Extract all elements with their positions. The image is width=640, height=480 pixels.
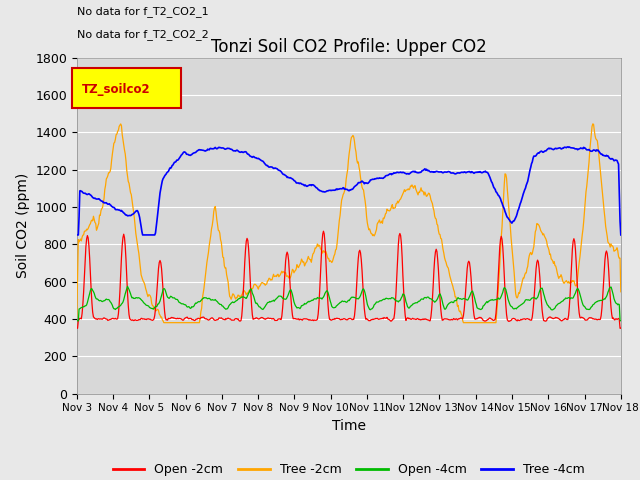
Y-axis label: Soil CO2 (ppm): Soil CO2 (ppm) (15, 173, 29, 278)
Legend: Open -2cm, Tree -2cm, Open -4cm, Tree -4cm: Open -2cm, Tree -2cm, Open -4cm, Tree -4… (108, 458, 589, 480)
Text: TZ_soilco2: TZ_soilco2 (82, 83, 151, 96)
Text: No data for f_T2_CO2_2: No data for f_T2_CO2_2 (77, 29, 209, 40)
FancyBboxPatch shape (72, 68, 180, 108)
X-axis label: Time: Time (332, 419, 366, 433)
Title: Tonzi Soil CO2 Profile: Upper CO2: Tonzi Soil CO2 Profile: Upper CO2 (211, 38, 486, 56)
Text: No data for f_T2_CO2_1: No data for f_T2_CO2_1 (77, 6, 209, 17)
